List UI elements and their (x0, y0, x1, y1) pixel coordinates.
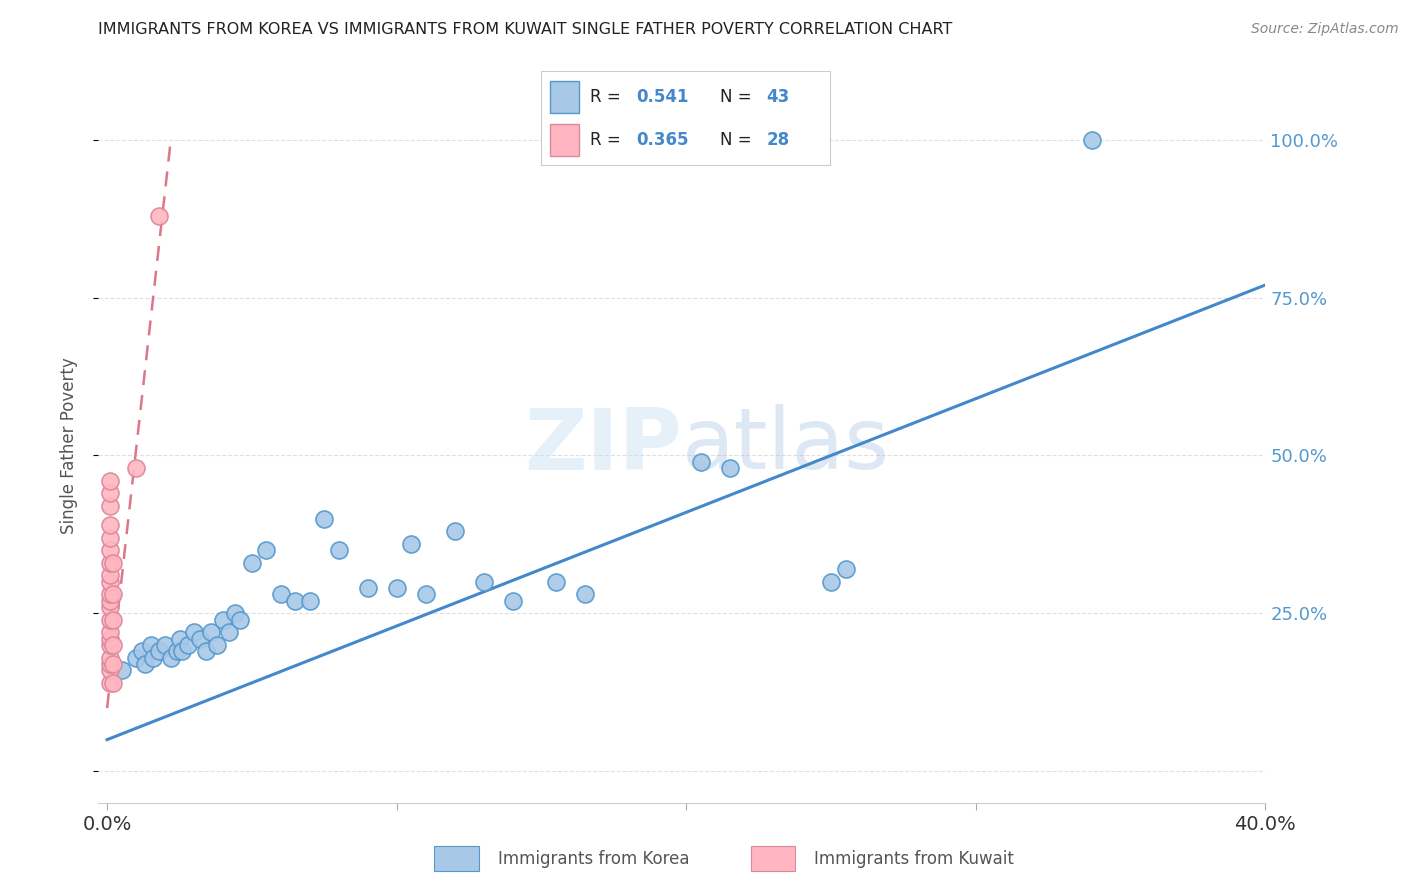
Point (101, 675, 124, 690)
Point (101, 613, 124, 627)
Point (98, 675, 121, 690)
Point (98, 486, 121, 500)
Point (98, 531, 121, 545)
Point (98, 574, 121, 589)
Point (188, 632, 211, 646)
Point (166, 644, 188, 658)
Text: Source: ZipAtlas.com: Source: ZipAtlas.com (1251, 22, 1399, 37)
Point (443, 524, 465, 539)
Point (98, 657, 121, 671)
Point (502, 593, 524, 607)
Point (689, 455, 711, 469)
Point (574, 587, 596, 601)
Point (148, 209, 170, 223)
Point (177, 638, 200, 652)
Point (98, 613, 121, 627)
Point (153, 638, 176, 652)
Point (314, 511, 336, 525)
Point (98, 587, 121, 601)
Point (212, 613, 235, 627)
Point (172, 644, 194, 658)
Text: atlas: atlas (682, 404, 890, 488)
Point (148, 644, 170, 658)
Text: 0.365: 0.365 (637, 131, 689, 149)
Point (98, 663, 121, 677)
Point (357, 581, 380, 595)
Point (183, 625, 205, 640)
Text: 43: 43 (766, 87, 789, 105)
Text: 0.541: 0.541 (637, 87, 689, 105)
Text: ZIP: ZIP (524, 404, 682, 488)
Point (298, 593, 321, 607)
Bar (550, 81, 579, 112)
Text: R =: R = (591, 131, 621, 149)
Point (125, 650, 148, 665)
Text: 28: 28 (766, 131, 789, 149)
Point (240, 556, 263, 570)
Bar (550, 124, 579, 156)
Point (229, 613, 252, 627)
Point (399, 537, 422, 551)
Point (218, 625, 240, 640)
Point (415, 587, 437, 601)
Point (98, 600, 121, 615)
Point (125, 461, 148, 475)
Point (834, 562, 856, 576)
Point (718, 461, 741, 475)
Point (224, 607, 246, 621)
Point (142, 650, 165, 665)
Point (328, 543, 350, 558)
Point (385, 581, 408, 595)
Bar (751, 847, 796, 871)
Point (284, 593, 307, 607)
Point (270, 587, 292, 601)
Point (98, 625, 121, 640)
Point (254, 543, 277, 558)
Y-axis label: Single Father Poverty: Single Father Poverty (59, 358, 77, 534)
Text: Immigrants from Kuwait: Immigrants from Kuwait (814, 849, 1014, 868)
Point (98, 650, 121, 665)
Point (544, 574, 567, 589)
Text: N =: N = (720, 131, 752, 149)
Point (98, 632, 121, 646)
Point (200, 625, 222, 640)
Point (169, 632, 191, 646)
Point (110, 663, 132, 677)
Text: R =: R = (591, 87, 621, 105)
Text: IMMIGRANTS FROM KOREA VS IMMIGRANTS FROM KUWAIT SINGLE FATHER POVERTY CORRELATIO: IMMIGRANTS FROM KOREA VS IMMIGRANTS FROM… (98, 22, 953, 37)
Point (98, 543, 121, 558)
Point (98, 568, 121, 582)
Point (131, 644, 153, 658)
Point (139, 638, 162, 652)
Point (101, 556, 124, 570)
Point (101, 657, 124, 671)
Point (1080, 133, 1102, 147)
Point (205, 638, 228, 652)
Point (98, 556, 121, 570)
Text: N =: N = (720, 87, 752, 105)
Point (98, 517, 121, 532)
Point (134, 657, 156, 671)
Point (194, 644, 217, 658)
Point (101, 638, 124, 652)
Bar (434, 847, 478, 871)
Point (98, 638, 121, 652)
Point (98, 474, 121, 488)
Text: Immigrants from Korea: Immigrants from Korea (498, 849, 689, 868)
Point (98, 593, 121, 607)
Point (101, 587, 124, 601)
Point (98, 499, 121, 513)
Point (820, 574, 842, 589)
Point (472, 574, 495, 589)
Point (159, 650, 181, 665)
